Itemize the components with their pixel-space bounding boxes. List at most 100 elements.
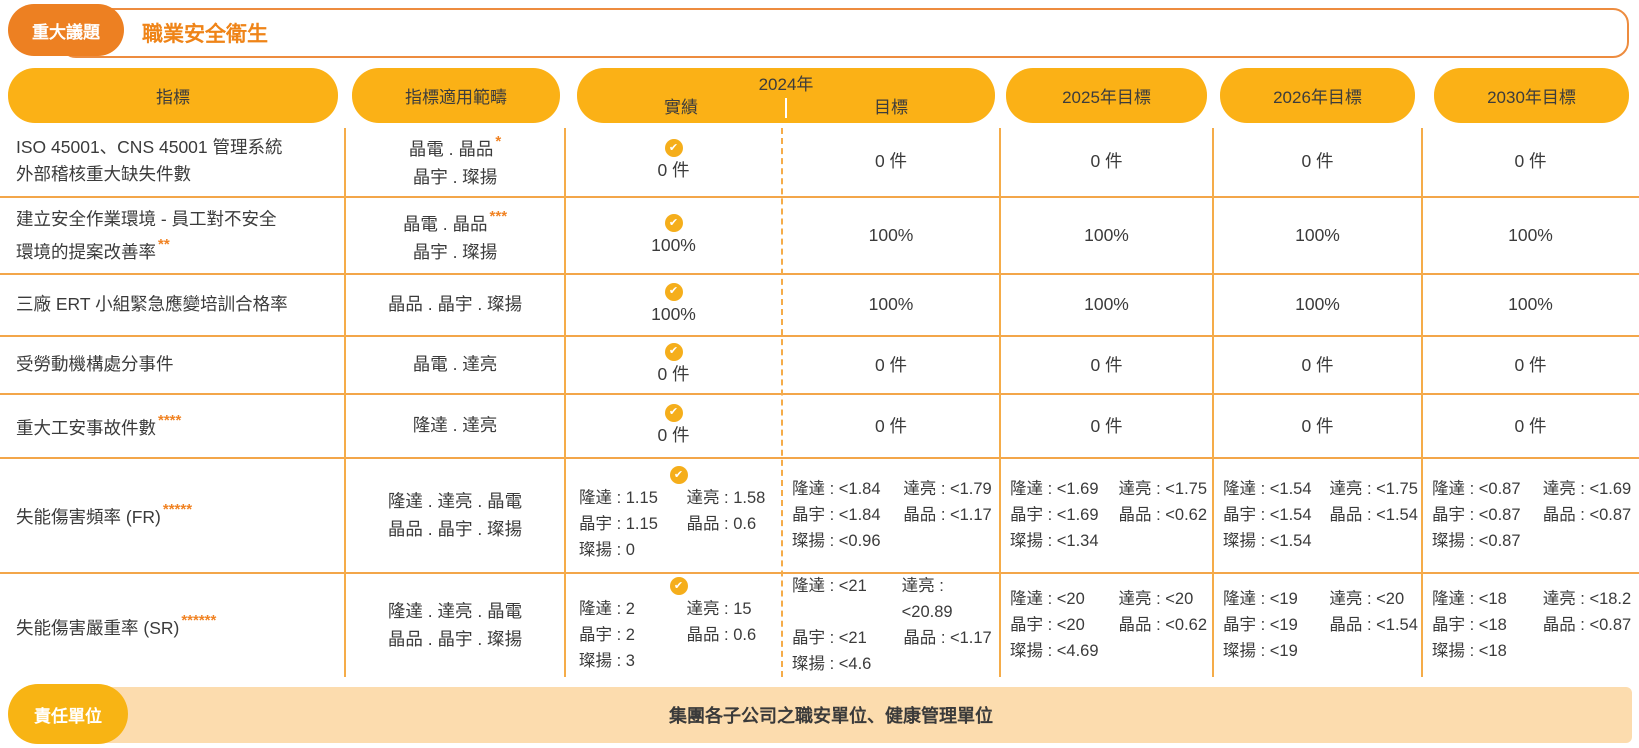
row-divider <box>0 196 1639 198</box>
indicator-text: 外部稽核重大缺失件數 <box>16 163 191 184</box>
target-subheader: 目標 <box>874 97 908 117</box>
target-2025-cell: 隆達 : <1.69 達亮 : <1.75 晶宇 : <1.69 晶品 : <0.6… <box>1010 479 1208 550</box>
target-2025-cell: 0 件 <box>1090 354 1123 375</box>
target-2024-cell: 隆達 : <21 達亮 : <20.89 晶宇 : <21 晶品 : <1.17 璨… <box>792 577 992 673</box>
target-2024-cell: 0 件 <box>874 415 908 436</box>
scope-cell: 晶品 . 晶宇 . 璨揚 <box>387 294 523 314</box>
row-divider <box>0 335 1639 337</box>
responsible-unit-label: 責任單位 <box>34 706 102 726</box>
row-divider <box>0 457 1639 459</box>
responsible-unit-text: 集團各子公司之職安單位、健康管理單位 <box>669 706 993 726</box>
check-icon: ✔ <box>664 403 683 422</box>
indicator-text: 三廠 ERT 小組緊急應變培訓合格率 <box>16 293 288 314</box>
target-2024-cell: 100% <box>868 293 914 314</box>
indicator-cell: 三廠 ERT 小組緊急應變培訓合格率 <box>0 273 345 335</box>
column-header-2026: 2026年目標 <box>1220 68 1415 123</box>
indicator-text: 建立安全作業環境 - 員工對不安全 <box>16 208 277 229</box>
check-icon: ✔ <box>664 282 683 301</box>
footnote-star: ***** <box>162 501 193 519</box>
column-divider <box>1421 128 1423 677</box>
actual-value: 0 件 <box>657 160 690 180</box>
page-title: 職業安全衛生 <box>142 23 268 46</box>
target-2025-cell: 100% <box>1084 225 1129 245</box>
indicator-text: 失能傷害頻率 (FR) <box>16 506 161 527</box>
actual-2024-cell: ✔ 0 件 <box>565 335 782 393</box>
column-header-2024: 2024年 實績 目標 <box>577 68 995 123</box>
check-icon: ✔ <box>664 214 683 232</box>
subheader-divider <box>785 97 787 118</box>
footnote-star: ****** <box>181 611 217 629</box>
target-2030-cell: 隆達 : <0.87 達亮 : <1.69 晶宇 : <0.87 晶品 : <0.8… <box>1432 479 1632 550</box>
column-header-label: 2030年目標 <box>1487 88 1576 107</box>
column-divider <box>344 128 346 677</box>
actual-2024-cell: ✔ 0 件 <box>565 125 782 196</box>
target-2030-cell: 0 件 <box>1514 354 1547 375</box>
target-2026-cell: 隆達 : <19 達亮 : <20 晶宇 : <19 晶品 : <1.54 璨揚 :… <box>1223 590 1418 660</box>
check-icon: ✔ <box>664 139 683 157</box>
actual-target-dashed-divider <box>781 128 783 677</box>
row-divider <box>0 273 1639 275</box>
table-row: 受勞動機構處分事件 晶電 . 達亮 ✔ 0 件 0 件 0 件 0 件 0 件 <box>0 335 1639 393</box>
target-2025-cell: 0 件 <box>1090 415 1123 436</box>
column-header-2025: 2025年目標 <box>1006 68 1207 123</box>
row-divider <box>0 572 1639 574</box>
actual-value: 0 件 <box>657 424 690 445</box>
indicator-cell: 受勞動機構處分事件 <box>0 335 345 393</box>
footnote-star: **** <box>158 411 182 429</box>
target-2030-cell: 100% <box>1508 225 1553 245</box>
check-icon: ✔ <box>669 466 688 484</box>
target-2026-cell: 隆達 : <1.54 達亮 : <1.75 晶宇 : <1.54 晶品 : <1.5… <box>1223 479 1418 550</box>
indicator-cell: 建立安全作業環境 - 員工對不安全 環境的提案改善率 ** <box>0 198 345 273</box>
column-header-scope: 指標適用範疇 <box>352 68 560 123</box>
indicator-cell: 失能傷害頻率 (FR) ***** <box>0 457 345 572</box>
column-header-2030: 2030年目標 <box>1434 68 1629 123</box>
target-2025-cell: 0 件 <box>1090 151 1123 171</box>
target-2026-cell: 0 件 <box>1301 151 1334 171</box>
column-header-indicator: 指標 <box>8 68 338 123</box>
target-2025-cell: 隆達 : <20 達亮 : <20 晶宇 : <20 晶品 : <0.62 璨揚 :… <box>1010 590 1208 660</box>
target-2024-cell: 隆達 : <1.84 達亮 : <1.79 晶宇 : <1.84 晶品 : <1.1… <box>792 479 992 550</box>
indicator-text: 受勞動機構處分事件 <box>16 353 174 374</box>
table-row: 失能傷害頻率 (FR) ***** 隆達 . 達亮 . 晶電 晶品 . 晶宇 . … <box>0 457 1639 572</box>
indicator-text: 失能傷害嚴重率 (SR) <box>16 617 180 638</box>
target-2026-cell: 100% <box>1295 293 1340 314</box>
title-box <box>60 8 1629 58</box>
target-2030-cell: 隆達 : <18 達亮 : <18.2 晶宇 : <18 晶品 : <0.87 璨揚… <box>1432 590 1632 660</box>
column-header-label: 2025年目標 <box>1062 88 1151 107</box>
column-header-label: 2026年目標 <box>1273 88 1362 107</box>
scope-cell: 晶電 . 晶品 *** 晶宇 . 璨揚 <box>402 208 508 262</box>
target-2024-cell: 0 件 <box>874 151 908 171</box>
indicator-cell: 重大工安事故件數 **** <box>0 393 345 457</box>
actual-2024-cell: ✔ 100% <box>565 273 782 335</box>
target-2030-cell: 0 件 <box>1514 415 1547 436</box>
check-icon: ✔ <box>669 576 688 595</box>
target-2024-cell: 100% <box>868 225 914 245</box>
target-2024-cell: 0 件 <box>874 354 908 375</box>
actual-2024-cell: ✔ 隆達 : 1.15 達亮 : 1.58 晶宇 : 1.15 晶品 : 0.6 璨… <box>565 457 782 572</box>
indicator-text: 環境的提案改善率 <box>16 241 156 262</box>
target-2030-cell: 0 件 <box>1514 151 1547 171</box>
actual-value: 100% <box>651 235 696 255</box>
indicator-cell: ISO 45001、CNS 45001 管理系統 外部稽核重大缺失件數 <box>0 125 345 196</box>
scope-cell: 隆達 . 達亮 . 晶電 晶品 . 晶宇 . 璨揚 <box>387 601 523 649</box>
responsible-unit-badge: 責任單位 <box>8 684 128 744</box>
footnote-star: *** <box>489 208 508 226</box>
actual-2024-cell: ✔ 100% <box>565 198 782 273</box>
year-2024-label: 2024年 <box>758 74 814 94</box>
indicator-cell: 失能傷害嚴重率 (SR) ****** <box>0 572 345 678</box>
column-divider <box>999 128 1001 677</box>
table-row: 建立安全作業環境 - 員工對不安全 環境的提案改善率 ** 晶電 . 晶品 *** … <box>0 198 1639 273</box>
table-row: ISO 45001、CNS 45001 管理系統 外部稽核重大缺失件數 晶電 .… <box>0 125 1639 196</box>
actual-subheader: 實績 <box>664 97 698 117</box>
table-row: 失能傷害嚴重率 (SR) ****** 隆達 . 達亮 . 晶電 晶品 . 晶宇 … <box>0 572 1639 678</box>
table-row: 重大工安事故件數 **** 隆達 . 達亮 ✔ 0 件 0 件 0 件 0 件 0… <box>0 393 1639 457</box>
scope-cell: 隆達 . 達亮 <box>412 415 498 435</box>
actual-value: 100% <box>651 303 696 324</box>
major-issue-label: 重大議題 <box>32 22 100 42</box>
column-divider <box>564 128 566 677</box>
indicator-text: 重大工安事故件數 <box>16 417 156 438</box>
table-row: 三廠 ERT 小組緊急應變培訓合格率 晶品 . 晶宇 . 璨揚 ✔ 100% 1… <box>0 273 1639 335</box>
scope-cell: 晶電 . 晶品 * 晶宇 . 璨揚 <box>408 133 502 187</box>
column-header-label: 指標 <box>156 88 190 107</box>
